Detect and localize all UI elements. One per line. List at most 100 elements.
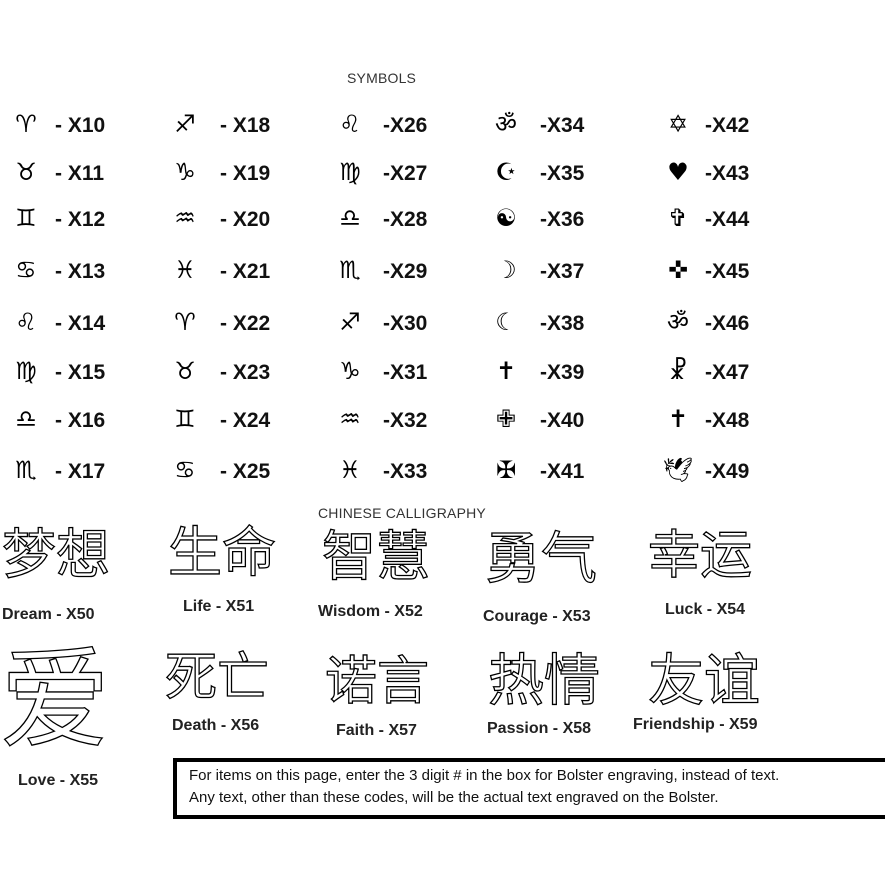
- calligraphy-characters: 友谊: [647, 649, 760, 714]
- calligraphy-characters: 爱: [0, 636, 111, 764]
- om-icon: ॐ: [667, 308, 689, 336]
- symbol-code: -X47: [705, 361, 750, 384]
- symbol-code: -X37: [540, 260, 585, 283]
- symbol-code: -X36: [540, 208, 585, 231]
- calligraphy-label: Love - X55: [18, 772, 99, 789]
- symbol-code: -X46: [705, 312, 750, 335]
- calligraphy-label: Dream - X50: [2, 606, 95, 623]
- ram-figure-icon: ♈: [174, 308, 196, 336]
- symbol-code: -X35: [540, 162, 585, 185]
- cancer-icon: ♋: [15, 256, 37, 284]
- calligraphy-characters: 梦想: [1, 523, 110, 586]
- aries-icon: ♈: [15, 110, 37, 138]
- maltese-cross-icon: ✠: [495, 456, 517, 484]
- symbol-code: -X39: [540, 361, 585, 384]
- symbol-code: -X30: [383, 312, 428, 335]
- maiden-figure-icon: ♍: [339, 158, 361, 186]
- symbol-code: -X40: [540, 409, 585, 432]
- outlined-cross-icon: ✙: [495, 405, 517, 433]
- star-of-david-icon: ✡: [667, 110, 689, 138]
- symbol-code: -X31: [383, 361, 428, 384]
- symbol-code: -X49: [705, 460, 750, 483]
- outline-cross-icon: ✞: [667, 204, 689, 232]
- leo-icon: ♌: [15, 308, 37, 336]
- taurus-icon: ♉: [15, 158, 37, 186]
- cross-icon: ✝: [667, 405, 689, 433]
- calligraphy-label: Courage - X53: [483, 608, 591, 625]
- libra-icon: ♎: [15, 405, 37, 433]
- calligraphy-label: Faith - X57: [336, 722, 417, 739]
- chinese-calligraphy-heading: CHINESE CALLIGRAPHY: [318, 505, 486, 521]
- calligraphy-label: Wisdom - X52: [318, 603, 423, 620]
- water-bearer-figure-icon: ♒: [339, 405, 361, 433]
- symbol-code: - X21: [220, 260, 271, 283]
- symbol-code: - X17: [55, 460, 106, 483]
- pisces-icon: ♓: [174, 256, 196, 284]
- symbol-code: - X11: [55, 162, 105, 185]
- goat-figure-icon: ♑: [339, 357, 361, 385]
- symbol-code: - X16: [55, 409, 106, 432]
- dove-icon: 🕊: [662, 456, 694, 484]
- virgo-icon: ♍: [15, 357, 37, 385]
- symbol-code: -X48: [705, 409, 750, 432]
- symbol-code: -X29: [383, 260, 428, 283]
- symbol-code: -X34: [540, 114, 585, 137]
- symbol-code: - X18: [220, 114, 271, 137]
- gemini-icon: ♊: [15, 204, 37, 232]
- calligraphy-characters: 热情: [487, 649, 600, 714]
- calligraphy-label: Friendship - X59: [633, 716, 758, 733]
- calligraphy-characters: 生命: [167, 521, 276, 584]
- scorpio-icon: ♏: [15, 456, 37, 484]
- symbol-code: -X33: [383, 460, 428, 483]
- instructions-line-2: Any text, other than these codes, will b…: [189, 789, 719, 806]
- symbol-code: - X10: [55, 114, 106, 137]
- calligraphy-label: Death - X56: [172, 717, 260, 734]
- celtic-cross-icon: ✜: [667, 256, 689, 284]
- yin-yang-icon: ☯: [495, 204, 517, 232]
- capricorn-icon: ♑: [174, 158, 196, 186]
- calligraphy-characters: 幸运: [647, 526, 753, 586]
- om-icon: ॐ: [495, 110, 517, 138]
- symbol-code: -X41: [540, 460, 585, 483]
- symbol-code: -X26: [383, 114, 428, 137]
- sagittarius-icon: ♐: [174, 110, 196, 138]
- latin-cross-icon: ✝: [495, 357, 517, 385]
- symbol-code: - X15: [55, 361, 106, 384]
- calligraphy-characters: 诺言: [324, 652, 430, 712]
- symbol-code: - X23: [220, 361, 271, 384]
- symbol-code: - X14: [55, 312, 106, 335]
- instructions-line-1: For items on this page, enter the 3 digi…: [189, 767, 780, 784]
- symbol-code: - X19: [220, 162, 271, 185]
- calligraphy-label: Luck - X54: [665, 601, 746, 618]
- symbol-code: -X44: [705, 208, 750, 231]
- symbol-code: -X45: [705, 260, 750, 283]
- star-crescent-icon: ☪: [495, 158, 517, 186]
- fish-figure-icon: ♓: [339, 456, 361, 484]
- calligraphy-characters: 智慧: [321, 525, 430, 588]
- symbol-code: -X38: [540, 312, 585, 335]
- heart-icon: ♥: [667, 158, 689, 186]
- instructions-box: For items on this page, enter the 3 digi…: [173, 758, 885, 819]
- symbol-code: -X43: [705, 162, 750, 185]
- bull-figure-icon: ♉: [174, 357, 196, 385]
- symbol-code: -X32: [383, 409, 428, 432]
- crescent-moon-left-icon: ☾: [495, 308, 517, 336]
- calligraphy-label: Life - X51: [183, 598, 255, 615]
- symbol-code: -X42: [705, 114, 750, 137]
- symbol-code: - X12: [55, 208, 106, 231]
- symbol-code: - X20: [220, 208, 271, 231]
- symbol-code: - X24: [220, 409, 271, 432]
- archer-figure-icon: ♐: [339, 308, 361, 336]
- crescent-moon-right-icon: ☽: [495, 256, 517, 284]
- symbols-heading: SYMBOLS: [347, 70, 417, 86]
- scales-figure-icon: ♎: [339, 204, 361, 232]
- symbol-code: - X13: [55, 260, 106, 283]
- aquarius-icon: ♒: [174, 204, 196, 232]
- symbol-code: -X28: [383, 208, 428, 231]
- crab-figure-icon: ♋: [174, 456, 196, 484]
- calligraphy-label: Passion - X58: [487, 720, 592, 737]
- symbol-code: - X25: [220, 460, 271, 483]
- symbol-code: -X27: [383, 162, 428, 185]
- twins-figure-icon: ♊: [174, 405, 196, 433]
- lion-figure-icon: ♌: [339, 110, 361, 138]
